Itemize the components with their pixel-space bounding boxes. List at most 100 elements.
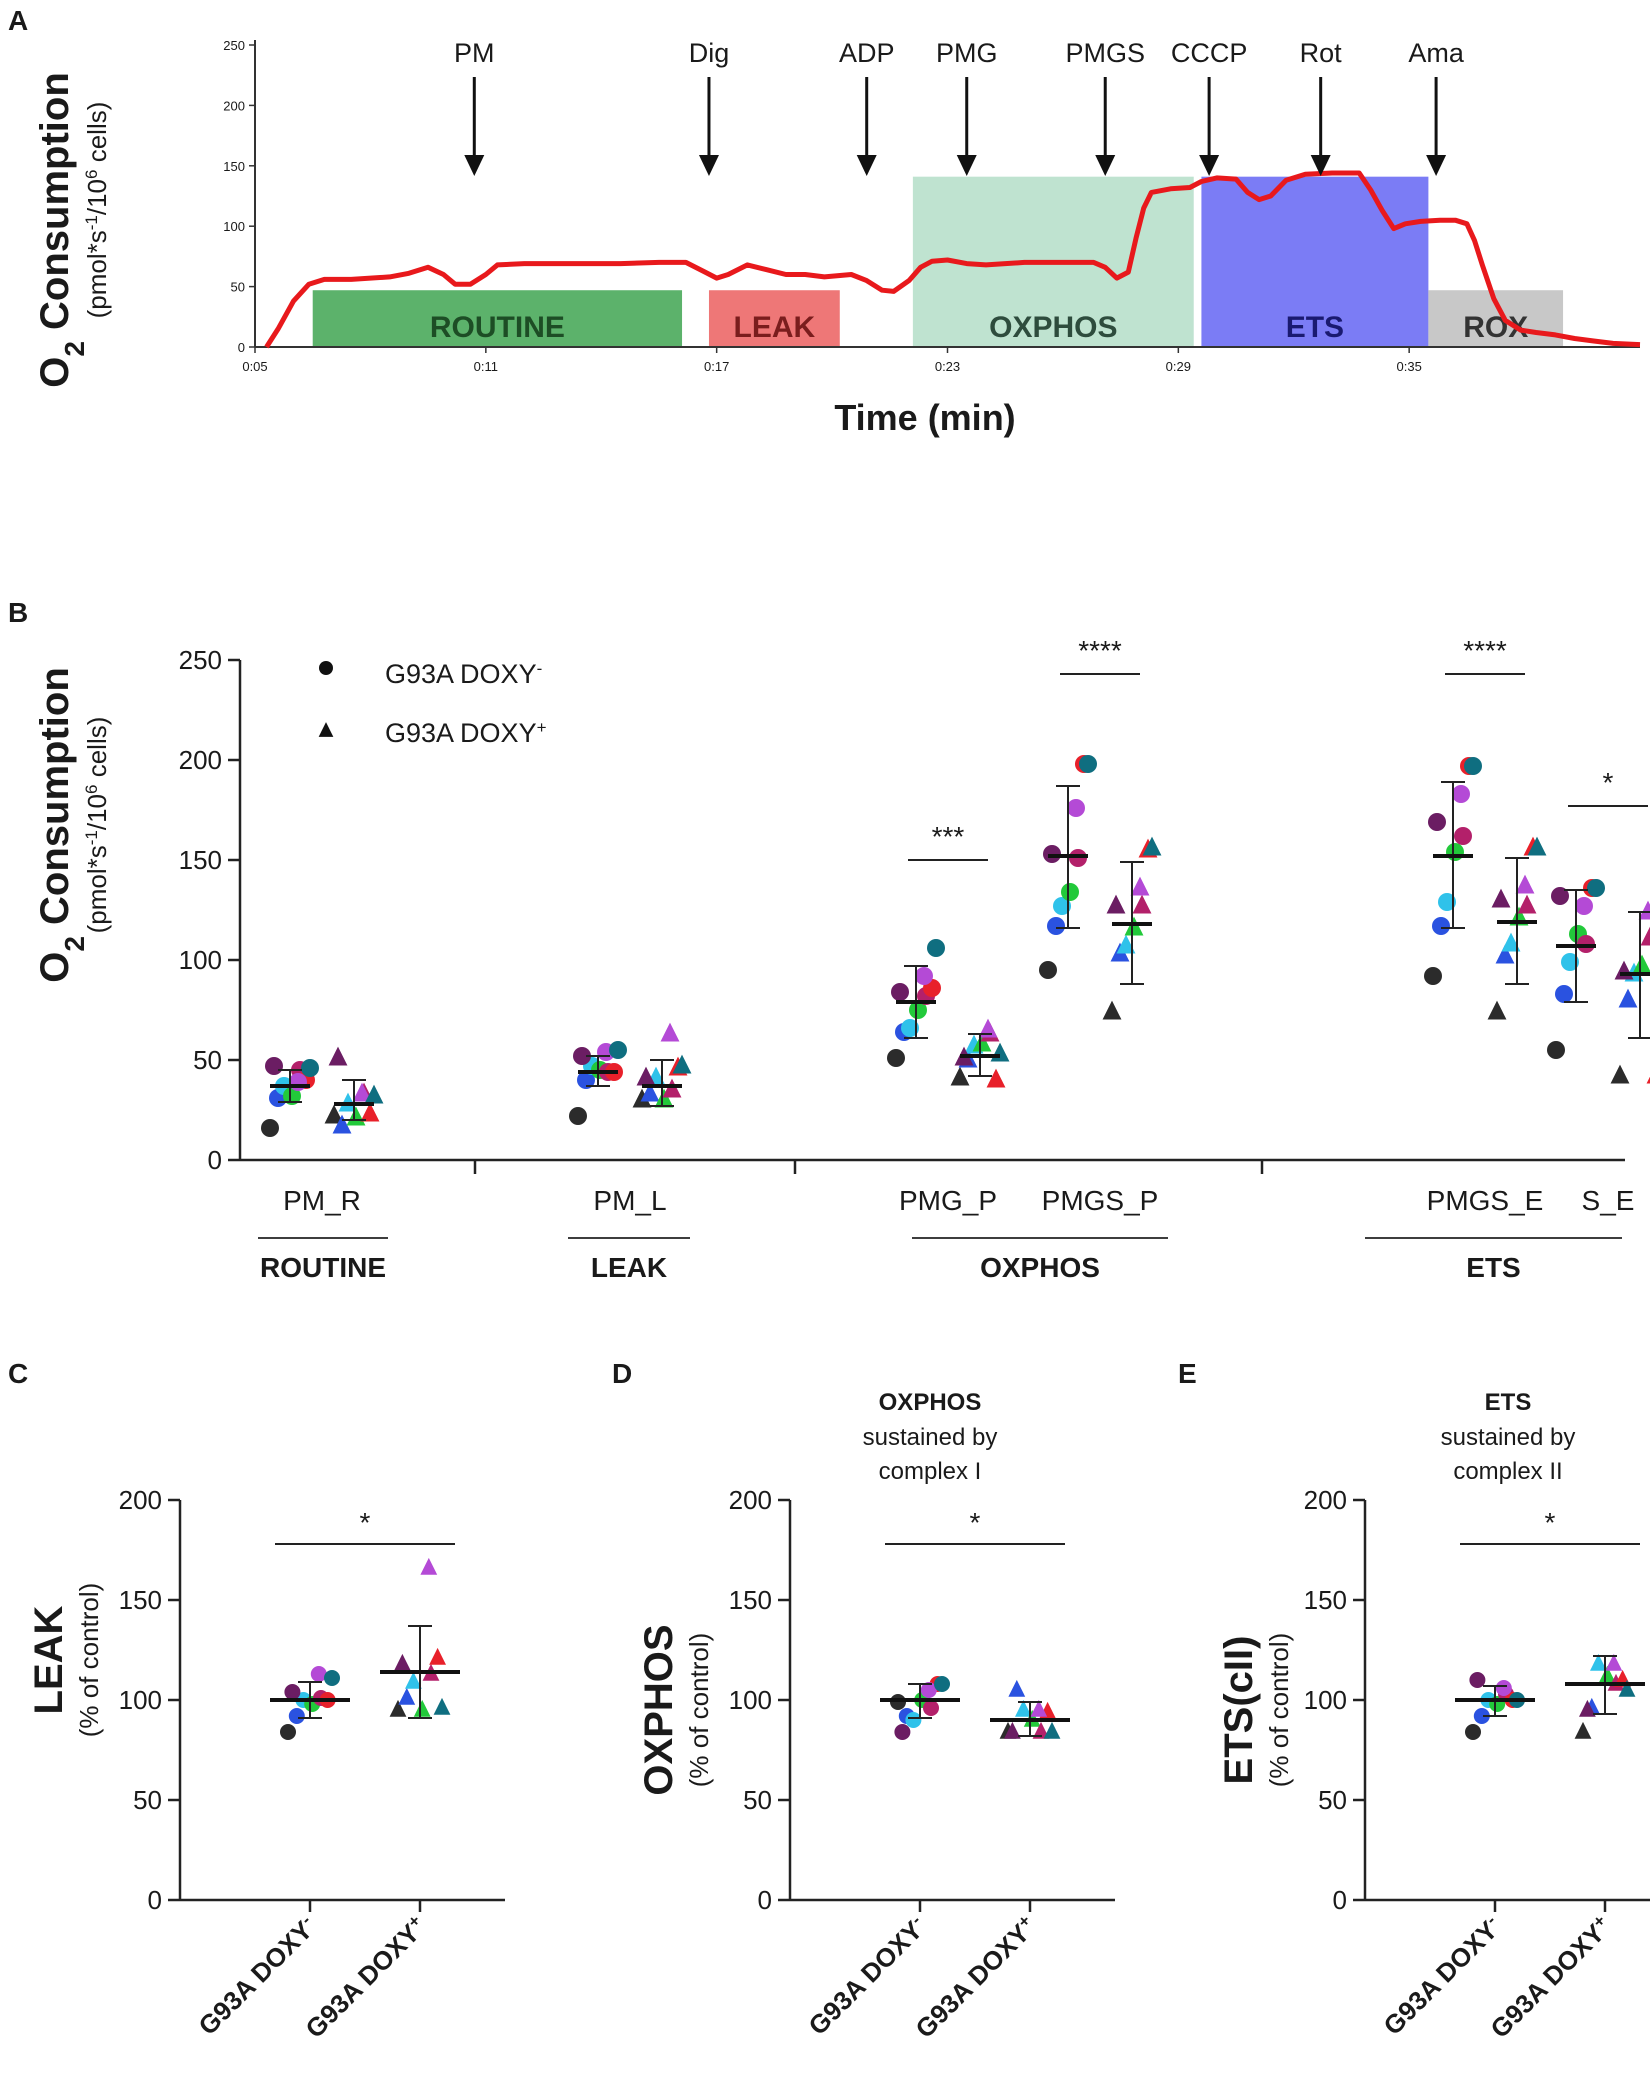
data-point <box>887 1049 905 1067</box>
phase-box <box>312 290 683 347</box>
data-point <box>891 983 909 1001</box>
data-point <box>394 1653 411 1671</box>
panel-b: B O2 Consumption (pmol*s-1/106 cells) 0 5… <box>8 597 1650 1283</box>
data-point <box>901 1019 919 1037</box>
data-point <box>1640 926 1650 946</box>
data-point <box>301 1059 319 1077</box>
event-arrow-head <box>956 155 977 176</box>
data-point <box>1618 1679 1636 1697</box>
y-axis-title: OXPHOS <box>637 1624 681 1795</box>
x-tick-label: 0:35 <box>1397 359 1422 374</box>
data-point <box>405 1671 422 1689</box>
data-point <box>909 1001 927 1019</box>
event-label: ADP <box>839 38 895 68</box>
data-point <box>352 1082 372 1102</box>
data-point <box>1527 836 1547 856</box>
y-tick-label: 150 <box>179 845 222 875</box>
data-point <box>1061 883 1079 901</box>
data-point <box>1124 916 1144 936</box>
data-point <box>1598 1665 1616 1683</box>
y-axis-title: LEAK <box>27 1605 71 1714</box>
y-tick-label: 150 <box>119 1585 162 1615</box>
data-point <box>1579 1699 1596 1717</box>
x-category-label: G93A DOXY+ <box>1484 1911 1617 2044</box>
data-point <box>324 1104 344 1124</box>
panel-letter-a: A <box>8 5 28 36</box>
data-point <box>1130 876 1150 896</box>
panel-letter-b: B <box>8 597 28 628</box>
y-tick-label: 200 <box>729 1485 772 1515</box>
y-tick-label: 0 <box>758 1885 772 1915</box>
data-point <box>398 1687 416 1705</box>
data-point <box>360 1102 380 1122</box>
phase-label: ETS <box>1286 311 1344 344</box>
data-point <box>1515 874 1535 894</box>
data-point <box>1106 894 1126 914</box>
data-point <box>280 1724 296 1740</box>
data-point <box>573 1047 591 1065</box>
y-axis-subtitle: (% of control) <box>1264 1633 1294 1788</box>
y-axis-title: ETS(cII) <box>1217 1636 1261 1785</box>
data-point <box>332 1114 352 1134</box>
data-point <box>389 1699 407 1717</box>
data-point <box>923 1700 939 1716</box>
data-point <box>1605 1653 1623 1671</box>
y-axis-subtitle: (% of control) <box>74 1583 104 1738</box>
data-point <box>1428 813 1446 831</box>
data-point <box>1469 1672 1486 1688</box>
data-point <box>990 1042 1010 1062</box>
event-label: Dig <box>689 38 730 68</box>
x-tick-label: 0:05 <box>242 359 267 374</box>
data-point <box>915 967 933 985</box>
data-point <box>324 1670 340 1686</box>
data-point <box>1618 988 1638 1008</box>
data-point <box>1551 887 1569 905</box>
significance-label: * <box>1603 767 1614 798</box>
y-axis-subtitle: (% of control) <box>684 1633 714 1788</box>
data-point <box>1555 985 1573 1003</box>
data-point <box>1517 894 1537 914</box>
data-point <box>1501 932 1521 952</box>
legend-label: G93A DOXY- <box>385 659 542 690</box>
significance-label: * <box>360 1507 371 1538</box>
data-point <box>433 1697 451 1715</box>
x-tick-label: 0:11 <box>474 359 498 374</box>
data-point <box>1464 757 1482 775</box>
data-point <box>1438 893 1456 911</box>
y-tick-label: 0 <box>208 1145 222 1175</box>
y-tick-label: 200 <box>1304 1485 1347 1515</box>
data-point <box>660 1022 680 1042</box>
phase-box <box>1201 176 1429 347</box>
event-arrow-head <box>1095 155 1116 176</box>
x-category-label: PMGS_E <box>1427 1185 1544 1216</box>
data-point <box>265 1057 283 1075</box>
y-tick-label: 200 <box>119 1485 162 1515</box>
data-point <box>328 1046 348 1066</box>
y-axis-subtitle: (pmol*s-1/106 cells) <box>82 717 113 934</box>
x-category-label: PMGS_P <box>1042 1185 1159 1216</box>
y-tick-label: 0 <box>148 1885 162 1915</box>
x-category-label: PM_R <box>283 1185 361 1216</box>
panel-letter-e: E <box>1178 1358 1197 1389</box>
group-label: OXPHOS <box>980 1252 1100 1283</box>
data-point <box>1454 827 1472 845</box>
phase-label: OXPHOS <box>989 311 1117 344</box>
x-category-label: PM_L <box>593 1185 666 1216</box>
event-arrow-head <box>1310 155 1331 176</box>
data-point <box>1432 917 1450 935</box>
data-point <box>920 1682 937 1698</box>
y-tick-label: 50 <box>231 280 245 295</box>
data-point <box>420 1557 438 1575</box>
y-tick-label: 250 <box>223 38 245 53</box>
y-tick-label: 150 <box>729 1585 772 1615</box>
data-point <box>1575 897 1593 915</box>
y-axis-subtitle: (pmol*s-1/106 cells) <box>82 102 113 319</box>
event-label: PMG <box>936 38 998 68</box>
data-point <box>640 1082 660 1102</box>
data-point <box>1102 1000 1122 1020</box>
panel-a: A ROUTINE LEAK OXPHOS ETS ROX 05010015020025… <box>8 5 1641 438</box>
data-point <box>413 1699 431 1717</box>
data-point <box>429 1647 446 1665</box>
panel-d-subtitle-2: complex I <box>879 1458 982 1485</box>
y-axis-title: O2 Consumption <box>33 667 90 983</box>
